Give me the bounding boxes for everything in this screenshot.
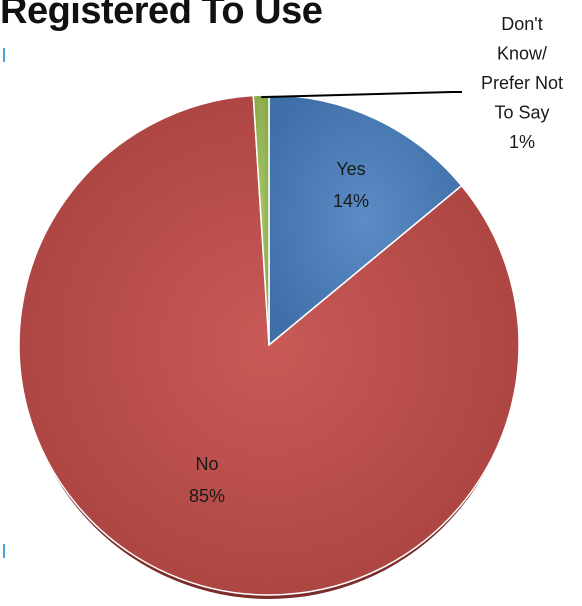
chart-title: Registered To Use [0,0,323,32]
edge-mark-top [3,48,5,62]
slice-label-yes: Yes [336,159,365,179]
slice-label-no: No [195,454,218,474]
slice-label-dontknow-line-4: To Say [494,103,549,123]
slice-label-dontknow-line-2: Know/ [497,44,547,64]
slice-percent-dontknow: 1% [509,132,535,152]
leader-line-dontknow [261,91,462,99]
slice-percent-yes: 14% [333,191,369,211]
slice-label-dontknow-line-1: Don't [501,14,542,34]
slice-label-dontknow-line-3: Prefer Not [481,73,563,93]
edge-mark-bottom [3,544,5,558]
pie-slice-no [18,94,520,596]
pie-slice-don-t-know-prefer-not-to-say [252,94,270,346]
slice-percent-no: 85% [189,486,225,506]
